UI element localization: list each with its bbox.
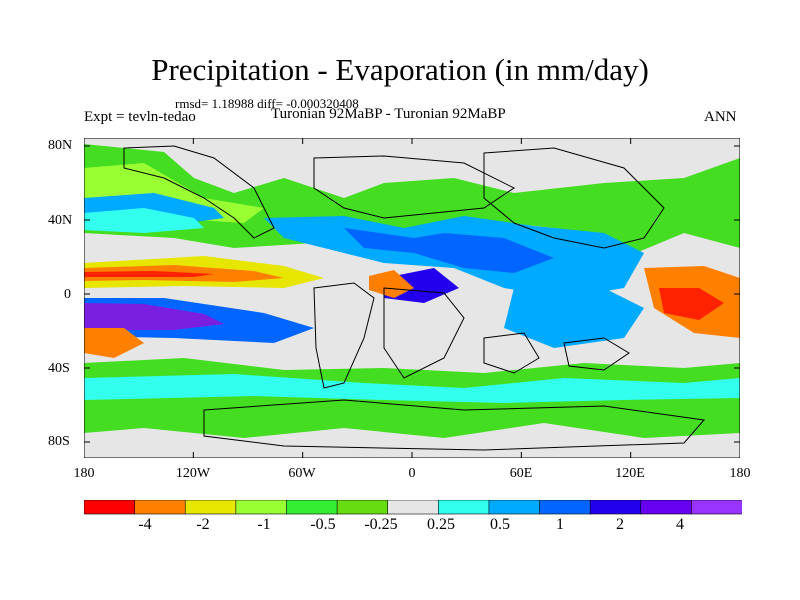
pme-fields: [84, 144, 740, 438]
colorbar-label: -2: [196, 516, 210, 533]
coastline: [123, 145, 275, 239]
coastline: [203, 399, 705, 451]
colorbar-label: 0.25: [427, 516, 455, 533]
lon-label-180e: 180: [729, 466, 751, 481]
field-tethys-deepblue: [344, 228, 554, 273]
lon-label-180w: 180: [73, 466, 95, 481]
coastline: [483, 147, 665, 249]
colorbar-label: -4: [138, 516, 152, 533]
lon-label-120w: 120W: [175, 466, 211, 481]
colorbar-label: -1: [257, 516, 271, 533]
field-southern-cyan: [84, 374, 740, 403]
field-south-pacific-orange: [84, 328, 144, 358]
lat-label-40s: 40S: [48, 361, 70, 376]
colorbar-swatch: [640, 500, 693, 515]
colorbar-swatch: [286, 500, 338, 515]
field-itcz-red: [84, 271, 214, 277]
colorbar-swatch: [539, 500, 591, 515]
field-atlantic-orange: [369, 270, 414, 298]
colorbar-label: 2: [616, 516, 624, 533]
lon-label-120e: 120E: [615, 466, 645, 481]
colorbar-swatch: [438, 500, 490, 515]
colorbar-swatch: [589, 500, 642, 515]
lon-label-60e: 60E: [509, 466, 533, 481]
field-south-pacific-purple: [84, 303, 224, 330]
field-north-green: [84, 144, 740, 258]
colorbar-swatch: [134, 500, 187, 515]
colorbar-swatch: [691, 500, 742, 515]
coastline: [563, 337, 630, 371]
colorbar-swatch: [84, 500, 136, 515]
colorbar-label: -0.25: [364, 516, 398, 533]
colorbar-label: -0.5: [310, 516, 336, 533]
lat-label-80n: 80N: [48, 138, 73, 153]
experiment-label: Expt = tevln-tedao: [84, 109, 196, 125]
colorbar-label: 4: [676, 516, 684, 533]
field-atlantic-darkblue: [384, 268, 459, 303]
field-westpac-red: [659, 288, 724, 320]
field-indian-blue: [504, 288, 644, 348]
lon-label-0: 0: [408, 466, 416, 481]
stats-line: rmsd= 1.18988 diff= -0.000320408: [175, 96, 359, 111]
colorbar: [84, 500, 742, 515]
field-north-pacific-cyan: [84, 208, 204, 233]
coastline: [313, 282, 375, 389]
colorbar-swatch: [488, 500, 541, 515]
coastline: [383, 287, 465, 379]
pme-map: [84, 138, 740, 458]
colorbar-label: 0.5: [490, 516, 510, 533]
chart-title: Precipitation - Evaporation (in mm/day): [151, 52, 649, 87]
colorbar-swatch: [235, 500, 288, 515]
colorbar-swatch: [387, 500, 440, 515]
coastline: [483, 332, 540, 374]
lat-label-eq: 0: [64, 287, 71, 302]
colorbar-swatch: [336, 500, 389, 515]
coastline: [313, 155, 515, 219]
colorbar-label: 1: [556, 516, 564, 533]
lat-label-40n: 40N: [48, 213, 73, 228]
lat-label-80s: 80S: [48, 434, 70, 449]
season-label: ANN: [704, 109, 737, 125]
colorbar-swatch: [184, 500, 237, 515]
runs-label: Turonian 92MaBP - Turonian 92MaBP: [271, 106, 506, 122]
lon-label-60w: 60W: [288, 466, 316, 481]
map-ticks: [84, 138, 740, 458]
coastlines: [123, 145, 705, 451]
